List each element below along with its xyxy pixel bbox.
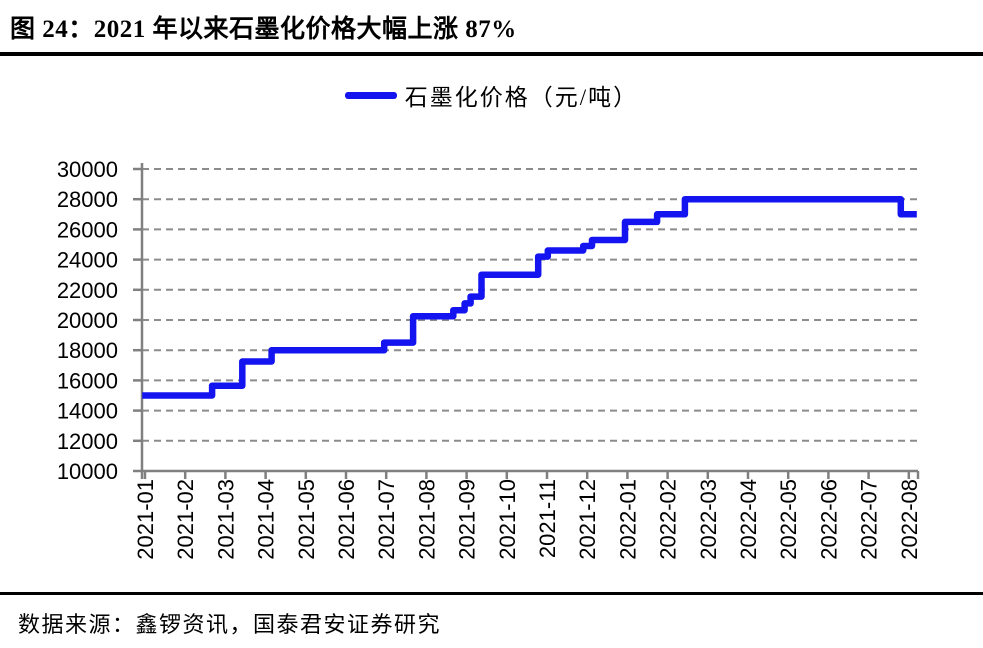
x-axis-label: 2022-01 — [615, 479, 640, 560]
x-axis-label: 2021-05 — [294, 479, 319, 560]
x-axis-label: 2021-09 — [455, 479, 480, 560]
x-axis-label: 2021-08 — [414, 479, 439, 560]
y-axis-label: 26000 — [57, 217, 118, 242]
figure-title-bar: 图 24：2021 年以来石墨化价格大幅上涨 87% — [0, 0, 983, 56]
y-axis-label: 14000 — [57, 399, 118, 424]
x-axis-label: 2021-02 — [173, 479, 198, 560]
x-axis-label: 2021-01 — [133, 479, 158, 560]
y-axis-label: 16000 — [57, 368, 118, 393]
chart-legend: 石墨化价格（元/吨） — [0, 78, 983, 112]
price-line — [142, 195, 917, 399]
x-axis-label: 2021-04 — [254, 479, 279, 560]
source-text: 数据来源：鑫锣资讯，国泰君安证券研究 — [18, 612, 442, 637]
y-axis-label: 30000 — [57, 157, 118, 182]
x-axis-label: 2021-07 — [374, 479, 399, 560]
y-axis-label: 24000 — [57, 248, 118, 273]
x-axis-label: 2021-06 — [334, 479, 359, 560]
y-axis-label: 10000 — [57, 459, 118, 484]
x-axis-label: 2022-05 — [776, 479, 801, 560]
x-axis-label: 2022-08 — [897, 479, 922, 560]
x-axis-label: 2021-10 — [495, 479, 520, 560]
y-axis-label: 12000 — [57, 429, 118, 454]
x-axis-label: 2021-12 — [575, 479, 600, 560]
y-axis-label: 20000 — [57, 308, 118, 333]
y-axis-label: 18000 — [57, 338, 118, 363]
x-axis-label: 2022-02 — [656, 479, 681, 560]
x-axis-label: 2022-06 — [816, 479, 841, 560]
x-axis-label: 2022-07 — [857, 479, 882, 560]
legend-line-swatch-icon — [344, 91, 397, 99]
y-axis-label: 22000 — [57, 278, 118, 303]
figure-title: 图 24：2021 年以来石墨化价格大幅上涨 87% — [10, 16, 517, 43]
figure-source-bar: 数据来源：鑫锣资讯，国泰君安证券研究 — [0, 592, 983, 648]
price-step-chart: 10000 12000 14000 16000 18000 20000 22000 24000… — [57, 157, 922, 560]
y-axis-label: 28000 — [57, 187, 118, 212]
x-axis-label: 2022-04 — [736, 479, 761, 560]
x-axis-label: 2021-03 — [213, 479, 238, 560]
x-axis-label: 2022-03 — [696, 479, 721, 560]
x-axis-label: 2021-11 — [535, 479, 560, 558]
legend-label: 石墨化价格（元/吨） — [404, 85, 639, 110]
